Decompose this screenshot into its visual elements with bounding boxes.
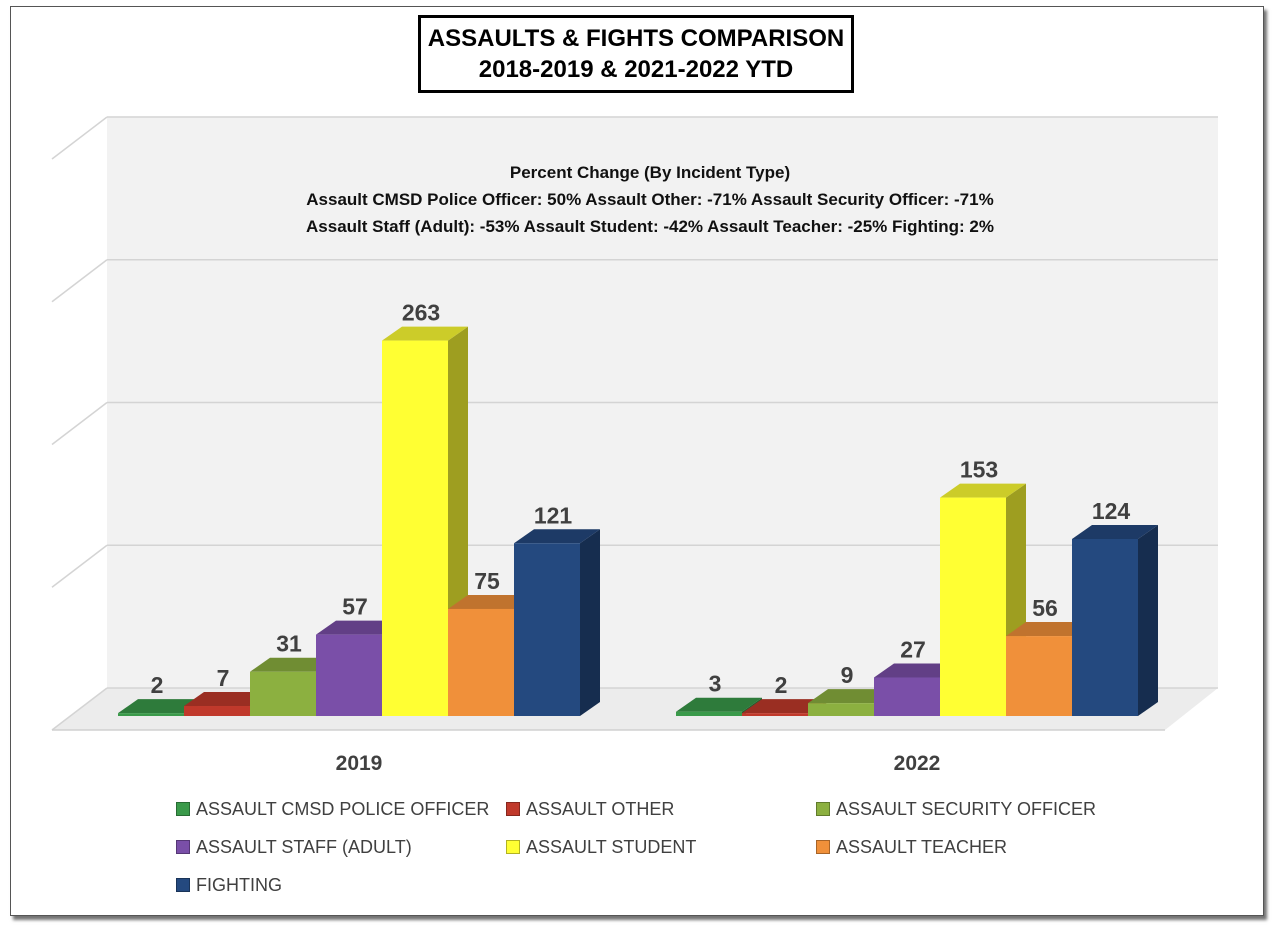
data-label: 56	[1032, 595, 1058, 621]
bar-top	[742, 699, 828, 714]
bar	[448, 608, 514, 716]
legend-item: ASSAULT TEACHER	[816, 836, 1007, 858]
bar	[184, 706, 250, 716]
category-label: 2019	[336, 752, 383, 775]
bar-top	[118, 699, 204, 714]
bar	[808, 703, 874, 716]
legend-swatch-icon	[176, 840, 190, 854]
bar-top	[448, 594, 534, 609]
bar	[382, 340, 448, 716]
data-label: 7	[217, 665, 230, 691]
bar	[1006, 636, 1072, 716]
legend-label: FIGHTING	[196, 874, 282, 895]
data-label: 57	[342, 594, 368, 620]
chart-title: ASSAULTS & FIGHTS COMPARISON 2018-2019 &…	[418, 15, 854, 93]
bar-side	[580, 529, 600, 716]
data-label: 121	[534, 502, 573, 528]
legend-item: ASSAULT STAFF (ADULT)	[176, 836, 412, 858]
legend-label: ASSAULT SECURITY OFFICER	[836, 798, 1097, 819]
bar-top	[676, 697, 762, 712]
legend-label: ASSAULT OTHER	[526, 798, 675, 819]
legend-item: FIGHTING	[176, 874, 282, 896]
legend-swatch-icon	[816, 802, 830, 816]
legend-item: ASSAULT STUDENT	[506, 836, 696, 858]
gridline-side	[51, 544, 108, 588]
bar	[676, 711, 742, 716]
legend-label: ASSAULT STAFF (ADULT)	[196, 836, 412, 857]
bar	[316, 634, 382, 716]
bar	[514, 543, 580, 716]
gridline-side	[51, 116, 108, 160]
data-label: 9	[841, 662, 854, 688]
legend-label: ASSAULT TEACHER	[836, 836, 1008, 857]
percent-change-annotation: Percent Change (By Incident Type) Assaul…	[230, 159, 1070, 240]
data-label: 27	[900, 636, 926, 662]
legend-swatch-icon	[176, 878, 190, 892]
gridline-side	[51, 687, 108, 731]
bar-top	[514, 529, 600, 544]
bar-top	[1072, 524, 1158, 539]
data-label: 2	[151, 672, 164, 698]
data-label: 31	[276, 631, 302, 657]
bar-top	[184, 692, 270, 707]
bar-top	[808, 689, 894, 704]
data-label: 124	[1092, 498, 1131, 524]
bar	[874, 677, 940, 716]
legend-item: ASSAULT CMSD POLICE OFFICER	[176, 798, 489, 820]
data-label: 3	[709, 671, 722, 697]
bar-top	[1006, 622, 1092, 637]
bar	[250, 671, 316, 716]
legend-label: ASSAULT STUDENT	[526, 836, 697, 857]
bar	[118, 713, 184, 716]
bar	[742, 713, 808, 716]
bar-top	[250, 657, 336, 672]
bar-top	[382, 326, 468, 341]
annotation-line2: Assault Staff (Adult): -53% Assault Stud…	[306, 217, 994, 236]
data-label: 75	[474, 568, 500, 594]
data-label: 263	[402, 300, 440, 326]
legend-label: ASSAULT CMSD POLICE OFFICER	[196, 798, 490, 819]
legend-swatch-icon	[506, 802, 520, 816]
bar	[1072, 538, 1138, 716]
bar-top	[316, 620, 402, 635]
data-label: 153	[960, 457, 998, 483]
data-label: 2	[775, 672, 788, 698]
bar-side	[1138, 524, 1158, 716]
bar	[940, 497, 1006, 716]
gridline-side	[51, 401, 108, 446]
annotation-line1: Assault CMSD Police Officer: 50% Assault…	[306, 190, 994, 209]
bar-top	[940, 483, 1026, 498]
category-label: 2022	[894, 752, 941, 775]
legend-swatch-icon	[506, 840, 520, 854]
legend-swatch-icon	[816, 840, 830, 854]
annotation-heading: Percent Change (By Incident Type)	[509, 163, 791, 182]
chart-title-line1: ASSAULTS & FIGHTS COMPARISON	[427, 25, 845, 52]
gridline-side	[51, 259, 108, 303]
chart-title-line2: 2018-2019 & 2021-2022 YTD	[478, 56, 794, 83]
legend-item: ASSAULT SECURITY OFFICER	[816, 798, 1096, 820]
bar-top	[874, 663, 960, 678]
legend-item: ASSAULT OTHER	[506, 798, 674, 820]
legend-swatch-icon	[176, 802, 190, 816]
